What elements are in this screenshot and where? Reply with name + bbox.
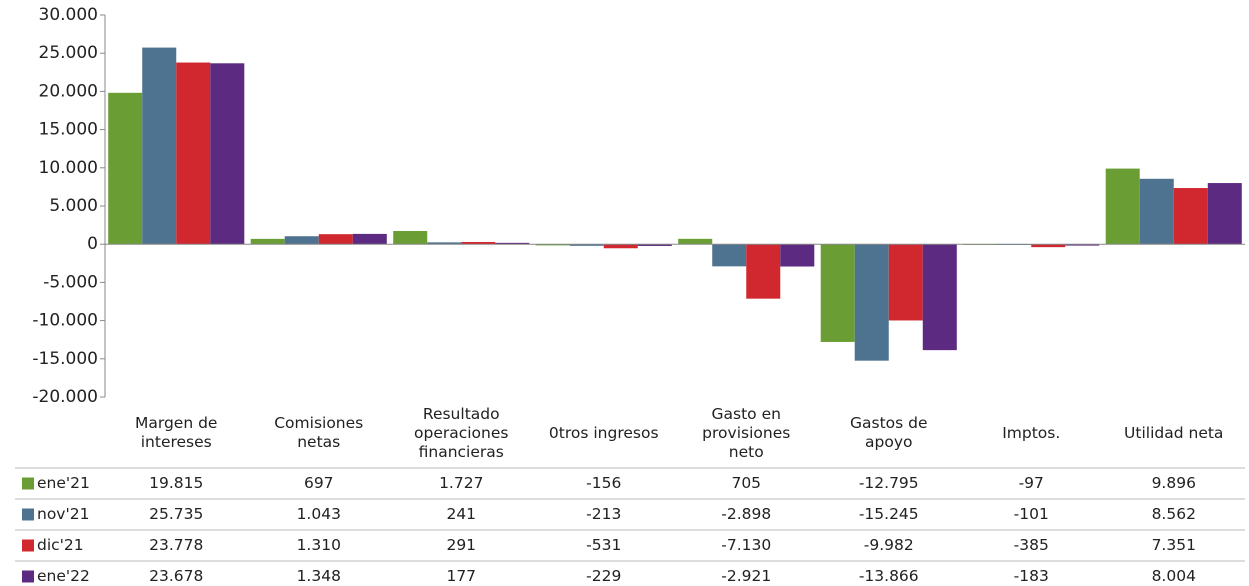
table-cell: 23.778 bbox=[149, 536, 203, 554]
y-tick-label: -15.000 bbox=[32, 349, 98, 369]
x-tick-label: Utilidad neta bbox=[1124, 423, 1224, 442]
table-cell: 241 bbox=[446, 505, 476, 523]
category-label-box: Resultado operaciones financieras bbox=[414, 404, 509, 461]
y-tick-label: 25.000 bbox=[39, 43, 98, 63]
x-tick-label: 0tros ingresos bbox=[548, 423, 659, 442]
bar bbox=[108, 92, 143, 245]
table-cell: 8.562 bbox=[1152, 505, 1196, 523]
table-cell: 1.043 bbox=[297, 505, 341, 523]
category-label-box: Utilidad neta bbox=[1124, 423, 1224, 442]
legend-swatch bbox=[22, 477, 34, 490]
bar bbox=[495, 242, 530, 245]
table-cell: -531 bbox=[586, 536, 621, 554]
legend-label: ene'22 bbox=[37, 567, 90, 585]
table-cell: -15.245 bbox=[859, 505, 919, 523]
table-cell: -7.130 bbox=[721, 536, 771, 554]
table-cell: 9.896 bbox=[1152, 474, 1196, 492]
y-tick-label: -20.000 bbox=[32, 387, 98, 407]
x-tick-label: Imptos. bbox=[1002, 423, 1061, 442]
bar bbox=[820, 244, 855, 342]
bar bbox=[393, 231, 428, 245]
bar bbox=[569, 244, 604, 246]
bar bbox=[712, 244, 747, 267]
table-cell: -156 bbox=[586, 474, 621, 492]
category-label-box: Margen de intereses bbox=[135, 414, 218, 451]
table-cell: -101 bbox=[1014, 505, 1049, 523]
bar bbox=[888, 244, 923, 321]
table-cell: 291 bbox=[446, 536, 476, 554]
y-tick-label: 20.000 bbox=[39, 81, 98, 101]
bar bbox=[318, 234, 353, 245]
bar bbox=[1065, 244, 1100, 246]
x-tick-label: Resultado operaciones financieras bbox=[414, 404, 509, 461]
category-label-box: 0tros ingresos bbox=[548, 423, 659, 442]
bar bbox=[1139, 178, 1174, 245]
legend-label: ene'21 bbox=[37, 474, 90, 492]
bar bbox=[603, 244, 638, 249]
table-cell: 7.351 bbox=[1152, 536, 1196, 554]
y-tick-label: -10.000 bbox=[32, 311, 98, 331]
bar bbox=[352, 233, 387, 245]
legend-swatch bbox=[22, 570, 34, 583]
table-cell: 1.310 bbox=[297, 536, 341, 554]
y-tick-label: 0 bbox=[87, 234, 98, 254]
bar bbox=[746, 244, 781, 299]
table-cell: 705 bbox=[731, 474, 761, 492]
bar bbox=[427, 242, 462, 245]
bar bbox=[678, 238, 713, 245]
table-cell: -2.898 bbox=[721, 505, 771, 523]
bar bbox=[142, 47, 177, 245]
x-tick-label: Margen de intereses bbox=[135, 414, 218, 451]
bar bbox=[637, 244, 672, 246]
x-tick-label: Gasto en provisiones neto bbox=[702, 404, 791, 461]
legend-label: nov'21 bbox=[37, 505, 89, 523]
table-cell: 8.004 bbox=[1152, 567, 1196, 585]
table-cell: 1.727 bbox=[439, 474, 483, 492]
x-tick-label: Comisiones netas bbox=[274, 414, 364, 451]
bar bbox=[535, 244, 570, 246]
legend-swatch bbox=[22, 539, 34, 552]
y-tick-label: 15.000 bbox=[39, 120, 98, 140]
table-cell: -97 bbox=[1019, 474, 1044, 492]
table-cell: -13.866 bbox=[859, 567, 919, 585]
bar bbox=[854, 244, 889, 361]
category-label-box: Imptos. bbox=[1002, 423, 1061, 442]
y-tick-label: 30.000 bbox=[39, 5, 98, 25]
table-cell: 25.735 bbox=[149, 505, 203, 523]
table-cell: 177 bbox=[446, 567, 476, 585]
table-cell: 23.678 bbox=[149, 567, 203, 585]
x-tick-label: Gastos de apoyo bbox=[849, 414, 928, 451]
bar bbox=[780, 244, 815, 267]
bar bbox=[461, 241, 496, 245]
bar bbox=[284, 236, 319, 245]
bar bbox=[1207, 183, 1242, 245]
table-cell: -183 bbox=[1014, 567, 1049, 585]
category-label-box: Comisiones netas bbox=[274, 414, 364, 451]
bar bbox=[250, 238, 285, 245]
y-tick-label: 5.000 bbox=[49, 196, 98, 216]
bar bbox=[1105, 168, 1140, 245]
table-cell: -385 bbox=[1014, 536, 1049, 554]
legend-swatch bbox=[22, 508, 34, 521]
legend-label: dic'21 bbox=[37, 536, 84, 554]
table-cell: -229 bbox=[586, 567, 621, 585]
table-cell: 1.348 bbox=[297, 567, 341, 585]
bar bbox=[210, 63, 245, 245]
table-cell: -2.921 bbox=[721, 567, 771, 585]
table-cell: 697 bbox=[304, 474, 334, 492]
table-cell: -12.795 bbox=[859, 474, 919, 492]
bar bbox=[1173, 188, 1208, 245]
bar bbox=[922, 244, 957, 351]
table-cell: -9.982 bbox=[864, 536, 914, 554]
bar bbox=[176, 62, 211, 245]
table-cell: -213 bbox=[586, 505, 621, 523]
bar bbox=[1031, 244, 1066, 248]
category-label-box: Gastos de apoyo bbox=[849, 414, 928, 451]
category-label-box: Gasto en provisiones neto bbox=[702, 404, 791, 461]
y-tick-label: 10.000 bbox=[39, 158, 98, 178]
table-cell: 19.815 bbox=[149, 474, 203, 492]
y-tick-label: -5.000 bbox=[43, 272, 98, 292]
